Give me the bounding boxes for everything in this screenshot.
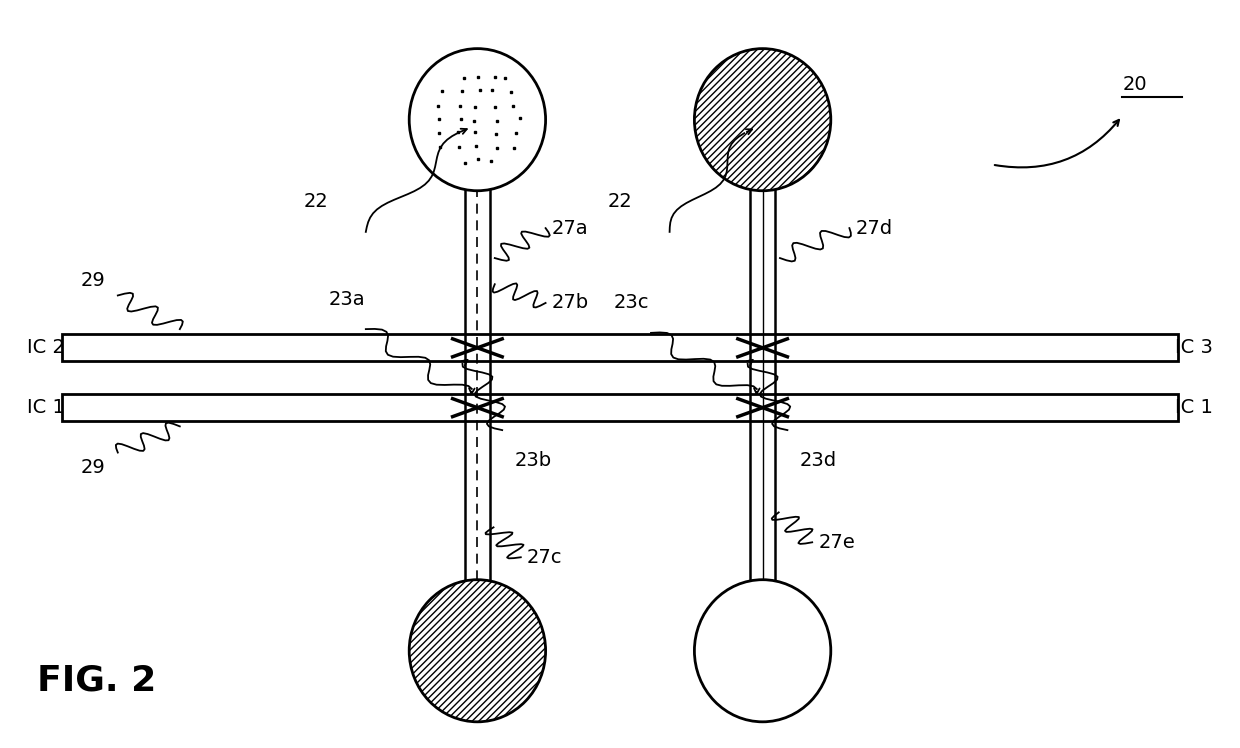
- Text: 29: 29: [81, 271, 105, 290]
- Ellipse shape: [694, 580, 831, 722]
- FancyBboxPatch shape: [62, 334, 1178, 361]
- Text: 27b: 27b: [552, 293, 589, 313]
- Text: 27a: 27a: [552, 218, 589, 238]
- Text: 23d: 23d: [800, 450, 837, 470]
- Text: 27d: 27d: [856, 218, 893, 238]
- Text: 22: 22: [608, 192, 632, 212]
- Text: 22: 22: [304, 192, 329, 212]
- Text: 27c: 27c: [527, 548, 563, 567]
- Text: 27e: 27e: [818, 533, 856, 552]
- Ellipse shape: [694, 49, 831, 191]
- Text: 20: 20: [1122, 75, 1147, 94]
- Text: IC 2: IC 2: [27, 338, 66, 358]
- Text: IC 1: IC 1: [1174, 398, 1213, 417]
- Ellipse shape: [409, 580, 546, 722]
- Text: 23c: 23c: [614, 293, 650, 313]
- Text: FIG. 2: FIG. 2: [37, 663, 156, 698]
- Ellipse shape: [409, 49, 546, 191]
- Text: IC 3: IC 3: [1174, 338, 1213, 358]
- Text: 29: 29: [81, 458, 105, 477]
- FancyBboxPatch shape: [62, 394, 1178, 421]
- Text: 23b: 23b: [515, 450, 552, 470]
- Text: IC 1: IC 1: [27, 398, 66, 417]
- Text: 23a: 23a: [329, 289, 366, 309]
